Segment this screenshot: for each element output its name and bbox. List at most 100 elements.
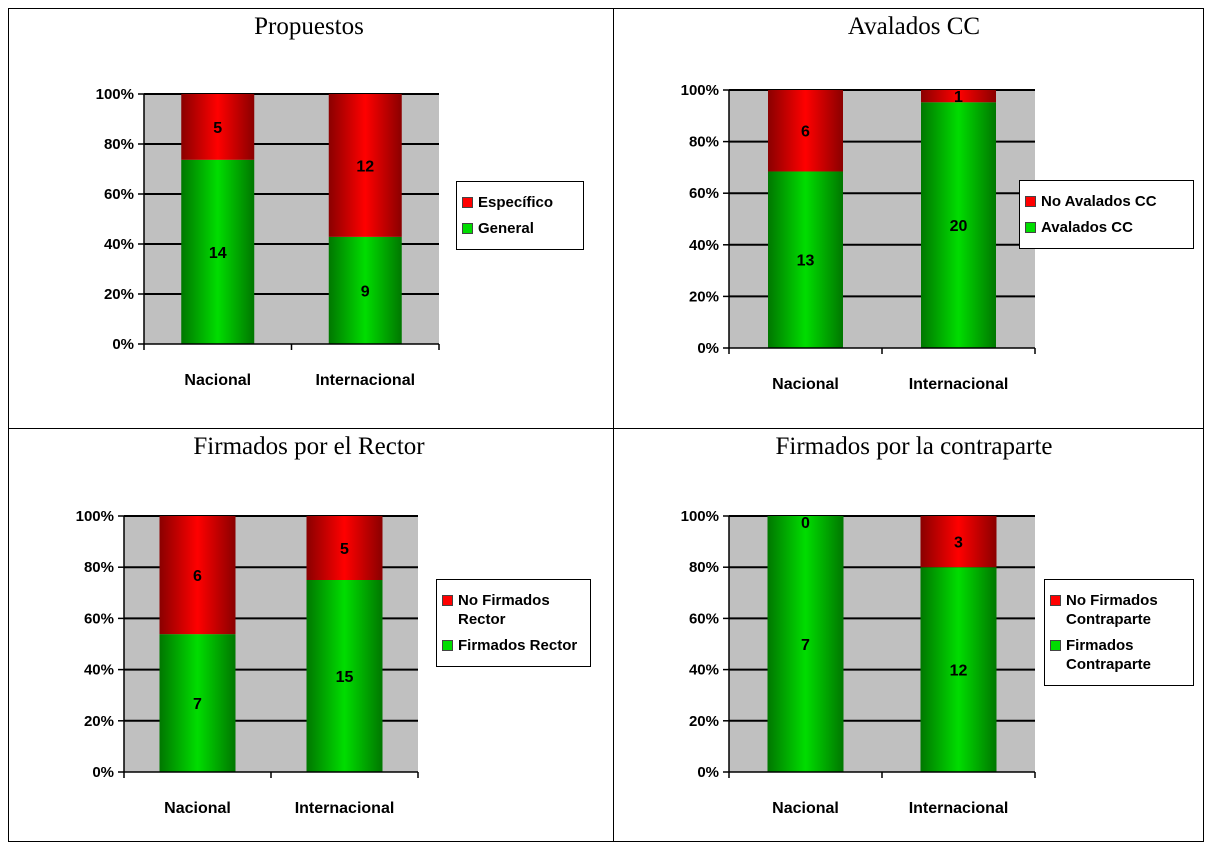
y-tick-label: 80%: [689, 134, 719, 151]
data-label: 20: [950, 218, 968, 235]
chart-svg: 0% 20% 40% 60% 80% 100% 14 5 Nacional 9 12 Internac…: [96, 86, 440, 389]
data-label: 7: [801, 637, 810, 654]
legend-item: No Firmados Contraparte: [1050, 591, 1187, 629]
bar-segment: [181, 159, 255, 344]
chart-svg: 0% 20% 40% 60% 80% 100% 7 6 Nacional 15 5 Internaci…: [76, 508, 419, 817]
x-category-label: Internacional: [909, 800, 1009, 817]
chart-legend: No Firmados Rector Firmados Rector: [436, 579, 591, 667]
legend-swatch: [462, 197, 473, 208]
bar-segment: [920, 567, 997, 772]
y-tick-label: 0%: [697, 340, 719, 357]
table-divider-vertical: [613, 9, 614, 841]
legend-swatch: [442, 595, 453, 606]
x-category-label: Internacional: [295, 800, 395, 817]
y-tick-label: 0%: [697, 764, 719, 781]
y-tick-label: 20%: [104, 286, 134, 303]
x-category-label: Nacional: [164, 800, 231, 817]
legend-label: No Firmados Contraparte: [1066, 592, 1158, 628]
bar-segment: [328, 94, 402, 237]
y-tick-label: 80%: [689, 559, 719, 576]
legend-label: General: [478, 220, 534, 237]
chart-title: Firmados por el Rector: [193, 433, 425, 460]
bar-segment: [921, 90, 996, 103]
y-tick-label: 100%: [681, 508, 719, 525]
data-label: 15: [336, 669, 354, 686]
y-tick-label: 0%: [92, 764, 114, 781]
y-tick-label: 100%: [96, 86, 134, 103]
legend-label: No Firmados Rector: [458, 592, 550, 628]
data-label: 9: [361, 283, 370, 300]
chart-title: Avalados CC: [847, 13, 981, 40]
legend-item: No Firmados Rector: [442, 591, 584, 629]
y-tick-label: 20%: [689, 713, 719, 730]
legend-label: Avalados CC: [1041, 219, 1133, 236]
data-label: 5: [340, 541, 349, 558]
chart-legend: No Avalados CC Avalados CC: [1019, 180, 1194, 249]
data-label: 0: [801, 515, 810, 532]
y-tick-label: 40%: [689, 237, 719, 254]
data-label: 7: [193, 696, 202, 713]
legend-label: Firmados Contraparte: [1066, 637, 1152, 673]
x-category-label: Nacional: [772, 376, 839, 393]
data-label: 1: [954, 89, 963, 106]
data-label: 12: [950, 663, 968, 680]
x-category-label: Internacional: [909, 376, 1009, 393]
y-tick-label: 60%: [689, 185, 719, 202]
y-tick-label: 80%: [104, 136, 134, 153]
legend-item: No Avalados CC: [1025, 192, 1187, 211]
legend-swatch: [462, 223, 473, 234]
bar-segment: [767, 516, 844, 772]
data-label: 6: [193, 568, 202, 585]
bar-segment: [768, 90, 843, 172]
data-label: 3: [954, 535, 963, 552]
x-category-label: Internacional: [315, 372, 415, 389]
chart-legend: No Firmados Contraparte Firmados Contrapa…: [1044, 579, 1194, 686]
bar-segment: [921, 102, 996, 349]
legend-swatch: [1025, 196, 1036, 207]
y-tick-label: 40%: [689, 662, 719, 679]
chart-panel-firmados-rector: Firmados por el Rector 0% 20% 40% 60% 80% 100…: [9, 429, 609, 845]
chart-svg: 0% 20% 40% 60% 80% 100% 7 0 Nacional 12 3 Internaci…: [681, 508, 1036, 817]
data-label: 6: [801, 124, 810, 141]
y-tick-label: 40%: [104, 236, 134, 253]
legend-swatch: [1025, 222, 1036, 233]
chart-legend: Específico General: [456, 181, 584, 250]
y-tick-label: 0%: [112, 336, 134, 353]
chart-panel-firmados-contraparte: Firmados por la contraparte 0% 20% 40% 60% 8…: [614, 429, 1209, 845]
bar-segment: [768, 171, 843, 348]
bar-segment: [181, 94, 255, 160]
bar-segment: [920, 516, 997, 568]
y-tick-label: 40%: [84, 662, 114, 679]
data-label: 13: [797, 253, 815, 270]
bar-segment: [159, 516, 236, 635]
legend-item: Avalados CC: [1025, 218, 1187, 237]
bar-segment: [306, 580, 383, 772]
y-tick-label: 100%: [681, 82, 719, 99]
legend-item: General: [462, 219, 577, 238]
y-tick-label: 60%: [104, 186, 134, 203]
y-tick-label: 60%: [689, 610, 719, 627]
y-tick-label: 20%: [689, 288, 719, 305]
legend-swatch: [1050, 640, 1061, 651]
legend-swatch: [1050, 595, 1061, 606]
y-tick-label: 80%: [84, 559, 114, 576]
bar-segment: [328, 236, 402, 344]
x-category-label: Nacional: [184, 372, 251, 389]
bar-segment: [159, 634, 236, 772]
data-label: 12: [356, 158, 374, 175]
chart-title: Firmados por la contraparte: [775, 433, 1053, 460]
table-divider-horizontal: [9, 428, 1203, 429]
chart-svg: 0% 20% 40% 60% 80% 100% 13 6 Nacional 20 1 Internac…: [681, 82, 1036, 393]
legend-swatch: [442, 640, 453, 651]
chart-title: Propuestos: [254, 13, 364, 40]
legend-item: Específico: [462, 193, 577, 212]
y-tick-label: 100%: [76, 508, 114, 525]
chart-grid-table: Propuestos 0% 20% 40% 60% 80% 100% 14 5 Nacional…: [8, 8, 1204, 842]
data-label: 14: [209, 245, 227, 262]
legend-label: No Avalados CC: [1041, 193, 1157, 210]
data-label: 5: [213, 120, 222, 137]
legend-label: Específico: [478, 194, 554, 211]
legend-item: Firmados Rector: [442, 636, 584, 655]
legend-item: Firmados Contraparte: [1050, 636, 1187, 674]
y-tick-label: 60%: [84, 610, 114, 627]
